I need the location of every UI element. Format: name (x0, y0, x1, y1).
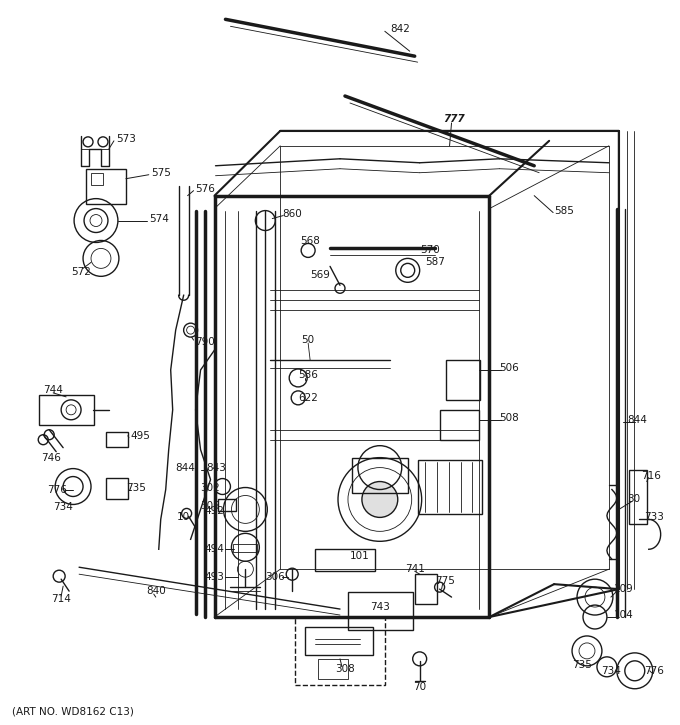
Text: 506: 506 (499, 363, 520, 373)
Text: 743: 743 (370, 602, 390, 612)
Text: 30: 30 (627, 494, 641, 505)
Text: 860: 860 (282, 209, 302, 218)
Bar (318, 659, 348, 679)
Text: 777: 777 (443, 114, 465, 124)
Text: 101: 101 (350, 551, 370, 561)
Text: 744: 744 (44, 385, 63, 395)
Text: 574: 574 (149, 214, 169, 223)
Text: 741: 741 (405, 564, 424, 574)
Text: 104: 104 (614, 610, 634, 620)
Text: (ART NO. WD8162 C13): (ART NO. WD8162 C13) (12, 707, 133, 716)
Bar (315, 550, 375, 571)
Bar (445, 360, 481, 400)
Bar (629, 470, 647, 524)
Text: 790: 790 (196, 337, 216, 347)
Text: 302: 302 (201, 483, 220, 492)
Text: 587: 587 (426, 257, 445, 268)
Text: 622: 622 (299, 393, 318, 403)
Bar (418, 460, 482, 515)
Text: 714: 714 (51, 594, 71, 604)
Bar (415, 574, 437, 604)
Bar (86, 169, 126, 204)
Text: 306: 306 (265, 572, 285, 582)
Text: 508: 508 (499, 413, 520, 423)
Text: 716: 716 (641, 471, 661, 481)
Text: 734: 734 (601, 666, 621, 676)
Text: 586: 586 (299, 370, 318, 380)
Text: 568: 568 (300, 236, 320, 247)
Text: 492: 492 (205, 507, 224, 516)
Text: 569: 569 (310, 270, 330, 281)
Text: 570: 570 (420, 246, 439, 255)
Bar (91, 173, 103, 185)
Text: 843: 843 (207, 463, 226, 473)
Text: 840: 840 (146, 586, 166, 596)
Text: 573: 573 (116, 134, 136, 144)
Text: 776: 776 (47, 484, 67, 494)
Bar (305, 627, 373, 655)
Bar (295, 617, 385, 684)
Bar (106, 478, 128, 500)
Circle shape (362, 481, 398, 518)
Text: 735: 735 (126, 483, 146, 492)
Text: 734: 734 (53, 502, 73, 513)
Text: 844: 844 (175, 463, 196, 473)
Text: 746: 746 (41, 452, 61, 463)
Bar (106, 431, 128, 447)
Text: 493: 493 (205, 572, 224, 582)
Text: 305: 305 (201, 502, 220, 511)
Text: 585: 585 (554, 206, 574, 215)
Bar (352, 457, 408, 494)
Text: 10: 10 (177, 513, 190, 523)
Text: 70: 70 (413, 682, 426, 692)
Text: 842: 842 (390, 24, 409, 34)
Text: 572: 572 (71, 268, 91, 278)
Text: 50: 50 (301, 335, 315, 345)
Text: 735: 735 (572, 660, 592, 670)
Text: 733: 733 (644, 513, 664, 523)
Text: 575: 575 (151, 167, 171, 178)
Text: 495: 495 (131, 431, 151, 441)
Text: 494: 494 (205, 544, 224, 555)
Bar (39, 395, 94, 425)
Text: 776: 776 (644, 666, 664, 676)
Text: 109: 109 (614, 584, 634, 594)
Bar (233, 544, 257, 552)
Text: 308: 308 (335, 664, 355, 674)
Bar (218, 500, 237, 511)
Text: 775: 775 (435, 576, 454, 586)
Text: 576: 576 (196, 183, 216, 194)
Bar (439, 410, 479, 439)
Text: 844: 844 (627, 415, 647, 425)
Bar (348, 592, 413, 630)
